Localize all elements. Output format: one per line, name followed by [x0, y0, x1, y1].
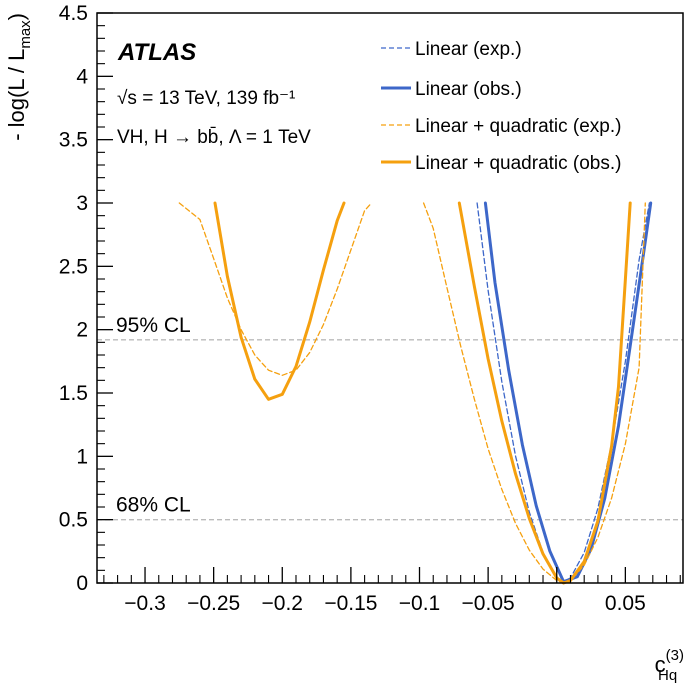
axis-ticks — [97, 12, 681, 584]
x-tick-label: −0.05 — [462, 592, 515, 615]
y-tick-label: 0.5 — [59, 509, 88, 532]
y-tick-label: 0 — [76, 572, 88, 595]
legend: Linear (exp.) Linear (obs.) Linear + quadr… — [381, 39, 621, 174]
reference-lines — [97, 339, 683, 521]
x-tick-label: −0.1 — [399, 592, 440, 615]
y-tick-label: 2 — [76, 319, 88, 342]
y-tick-label: 1 — [76, 445, 88, 468]
x-axis-label-main: c — [655, 652, 666, 677]
cl-label: 95% CL — [116, 314, 191, 337]
y-tick-label: 3.5 — [59, 129, 88, 152]
y-axis-label: - log(L / Lmax) — [4, 13, 34, 141]
y-axis-label-prefix: - log(L / L — [4, 49, 29, 141]
y-tick-label: 4 — [76, 65, 88, 88]
y-tick-label: 1.5 — [59, 382, 88, 405]
y-axis-label-suffix: ) — [4, 13, 29, 20]
x-axis-label-sub: Hq — [658, 667, 677, 684]
x-tick-label: 0.05 — [605, 592, 646, 615]
y-tick-label: 2.5 — [59, 255, 88, 278]
x-tick-label: −0.2 — [262, 592, 303, 615]
legend-label: Linear + quadratic (exp.) — [415, 116, 621, 137]
series-line — [213, 201, 346, 401]
legend-label: Linear (obs.) — [415, 79, 522, 100]
x-tick-label: 0 — [551, 592, 563, 615]
y-axis-label-sub: max — [17, 20, 34, 49]
legend-label: Linear + quadratic (obs.) — [415, 153, 621, 174]
energy-lumi-label: √s = 13 TeV, 139 fb⁻¹ — [117, 88, 295, 109]
x-axis-label: c(3) Hq — [655, 647, 684, 684]
x-tick-label: −0.3 — [124, 592, 165, 615]
process-label: VH, H → bb̄, Λ = 1 TeV — [117, 127, 311, 148]
cl-label: 68% CL — [116, 494, 191, 517]
tick-labels: −0.3 −0.25 −0.2 −0.15 −0.1 −0.05 0 0.05 0 0.5 1 1.5… — [59, 2, 646, 615]
plot-frame — [96, 12, 684, 584]
cl-labels: 95% CL 68% CL — [116, 314, 191, 517]
series-line — [422, 202, 646, 584]
y-tick-label: 3 — [76, 192, 88, 215]
legend-label: Linear (exp.) — [415, 39, 522, 60]
atlas-label: ATLAS — [117, 39, 196, 66]
curves — [178, 201, 653, 585]
x-tick-label: −0.15 — [324, 592, 377, 615]
series-line — [178, 202, 373, 376]
series-line — [457, 201, 632, 585]
x-tick-label: −0.25 — [187, 592, 240, 615]
y-tick-label: 4.5 — [59, 2, 88, 25]
x-axis-label-sup: (3) — [666, 647, 684, 664]
